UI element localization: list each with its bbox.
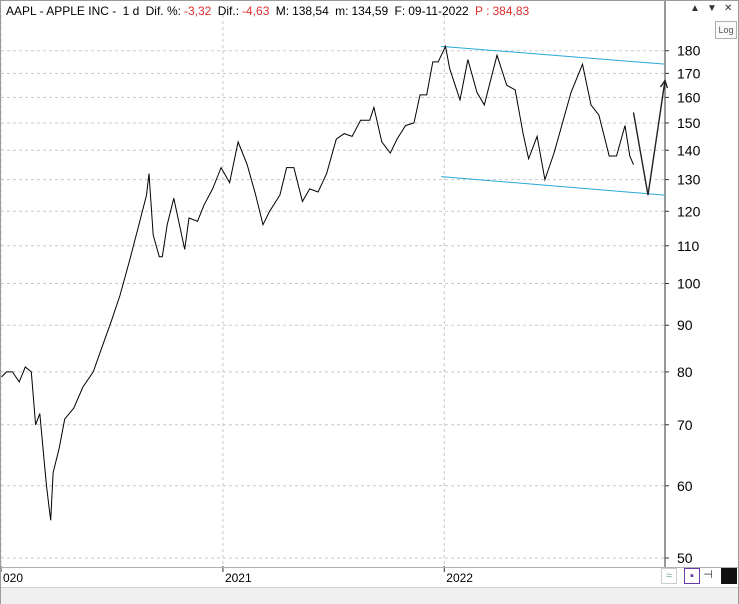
scroll-down-icon[interactable]: ▼ (707, 3, 717, 14)
date-value: 09-11-2022 (408, 4, 469, 18)
x-axis-line (1, 567, 738, 568)
dif-pct-label: Dif. %: (145, 4, 181, 18)
projection-line (632, 80, 666, 196)
y-tick-label: 90 (677, 317, 693, 333)
channel-upper-line (441, 45, 666, 65)
max-value: 138,54 (292, 4, 329, 18)
y-tick-label: 70 (677, 417, 693, 433)
x-tick-label: 020 (3, 571, 23, 585)
color-swatch-icon[interactable] (721, 568, 737, 584)
y-tick-label: 170 (677, 65, 701, 81)
y-tick-label: 50 (677, 550, 693, 566)
y-tick-label: 150 (677, 115, 701, 131)
status-bar (1, 587, 738, 604)
log-scale-button[interactable]: Log (715, 21, 737, 39)
dif-pct-value: -3,32 (183, 4, 212, 18)
dif-value: -4,63 (242, 4, 270, 18)
quote-header: AAPL - APPLE INC - 1 d Dif. %: -3,32 Dif.… (6, 4, 532, 18)
y-tick-label: 180 (677, 43, 701, 59)
save-icon[interactable]: ▪ (684, 568, 700, 584)
close-icon[interactable]: ✕ (724, 3, 733, 14)
channel-lower-line (441, 176, 666, 196)
x-tick-label: 2021 (225, 571, 252, 585)
date-label: F: (394, 4, 406, 18)
wave-tool-icon[interactable]: ≈ (661, 568, 677, 584)
price-value: 384,83 (492, 4, 530, 18)
price-chart: 50 60 70 80 90 100 110 120 130 140 150 160 170 180 02… (1, 1, 701, 585)
min-label: m: (335, 4, 349, 18)
y-tick-label: 80 (677, 364, 693, 380)
dif-label: Dif.: (217, 4, 240, 18)
min-value: 134,59 (351, 4, 389, 18)
y-tick-label: 160 (677, 89, 701, 105)
y-tick-label: 110 (677, 238, 700, 254)
pin-icon[interactable]: ⊣ (703, 569, 713, 581)
price-series-line (1, 44, 634, 521)
arrow-head-icon (659, 78, 669, 89)
max-label: M: (275, 4, 290, 18)
y-tick-label: 100 (677, 276, 701, 292)
y-tick-label: 140 (677, 142, 701, 158)
y-tick-label: 120 (677, 203, 701, 219)
scroll-up-icon[interactable]: ▲ (690, 3, 700, 14)
interval-label: 1 d (122, 4, 140, 18)
price-label: P : (475, 4, 490, 18)
ticker-label: AAPL - APPLE INC - (6, 4, 117, 18)
y-tick-label: 60 (677, 478, 693, 494)
x-tick-label: 2022 (446, 571, 473, 585)
y-tick-label: 130 (677, 172, 701, 188)
